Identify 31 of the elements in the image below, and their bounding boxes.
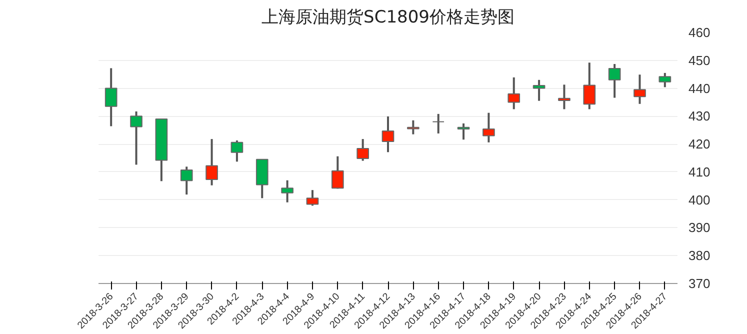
candlestick — [508, 76, 520, 110]
y-tick-label: 380 — [688, 248, 710, 264]
candlestick — [206, 138, 218, 186]
candlestick — [230, 139, 244, 163]
y-tick-label: 390 — [688, 220, 710, 236]
candlestick — [382, 115, 394, 154]
candlestick — [180, 166, 193, 196]
candlestick — [558, 84, 570, 110]
candlestick — [281, 179, 294, 204]
candlestick — [457, 122, 470, 141]
y-tick-label: 450 — [688, 52, 710, 68]
candlestick — [306, 189, 319, 207]
candlestick — [634, 74, 646, 105]
candlestick — [432, 112, 445, 134]
y-tick-label: 440 — [688, 80, 710, 96]
candlestick — [658, 72, 672, 88]
candlestick — [104, 67, 118, 128]
candlestick — [583, 62, 596, 110]
candlestick — [482, 112, 495, 144]
candlestick — [130, 110, 142, 166]
y-tick-label: 370 — [688, 276, 710, 291]
chart-title: 上海原油期货SC1809价格走势图 — [262, 8, 514, 28]
candlestick — [608, 63, 621, 99]
candlestick — [532, 78, 546, 102]
y-tick-label: 420 — [688, 136, 710, 152]
y-tick-label: 430 — [688, 108, 710, 124]
candlestick — [356, 138, 369, 162]
y-tick-label: 460 — [688, 25, 710, 40]
candlestick — [331, 155, 344, 190]
y-tick-label: 410 — [688, 164, 710, 180]
y-tick-label: 400 — [688, 192, 710, 208]
